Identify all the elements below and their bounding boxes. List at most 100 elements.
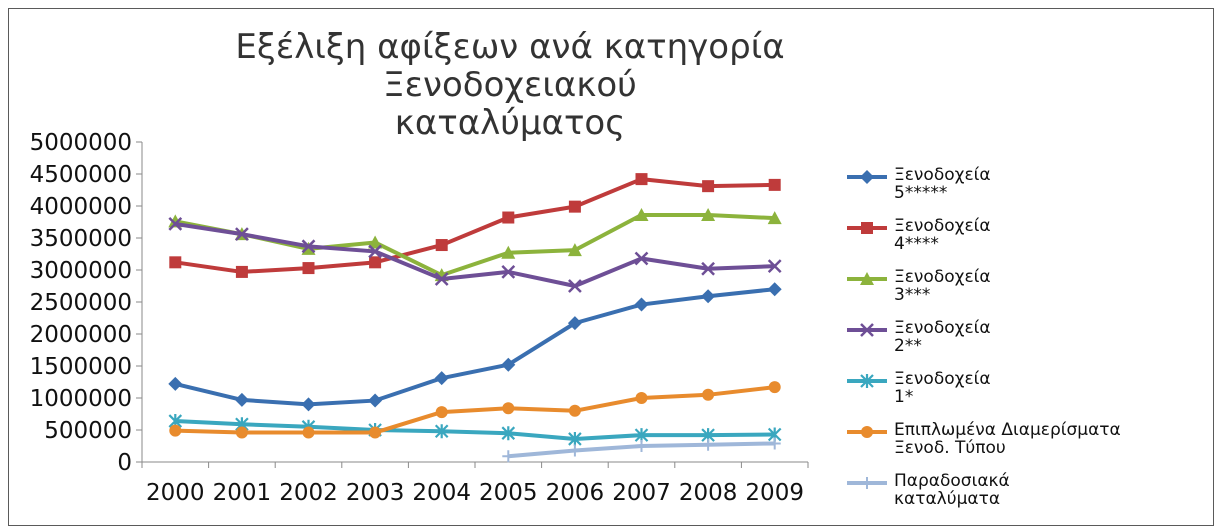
data-point <box>701 289 716 304</box>
y-tick-label: 1500000 <box>30 354 132 380</box>
data-point <box>702 438 715 451</box>
x-tick-label: 2000 <box>146 480 205 506</box>
series-line <box>175 177 775 274</box>
x-tick-label: 2001 <box>213 480 272 506</box>
data-point <box>701 207 716 221</box>
y-tick-label: 3500000 <box>30 226 132 252</box>
x-tick-label: 2008 <box>679 480 738 506</box>
chart-title-line2: καταλύματος <box>394 103 626 143</box>
chart-title-line1: Εξέλιξη αφίξεων ανά κατηγορία Ξενοδοχεια… <box>235 27 785 105</box>
x-tick-label: 2005 <box>479 480 538 506</box>
y-tick-label: 500000 <box>44 418 132 444</box>
x-tick-label: 2002 <box>279 480 338 506</box>
data-point <box>568 404 581 417</box>
data-point <box>302 426 315 439</box>
legend-label-line1: Ξενοδοχεία <box>894 216 991 236</box>
x-tick-label: 2003 <box>346 480 405 506</box>
y-tick-label: 2000000 <box>30 322 132 348</box>
legend-label-line1: Ξενοδοχεία <box>894 267 991 287</box>
y-tick-label: 4500000 <box>30 162 132 188</box>
y-tick-label: 4000000 <box>30 194 132 220</box>
y-tick-label: 1000000 <box>30 386 132 412</box>
data-point <box>767 211 782 225</box>
series-5 <box>168 414 782 446</box>
y-tick-label: 3000000 <box>30 258 132 284</box>
legend-swatch-marker <box>861 477 873 489</box>
legend-label-line2: 3*** <box>894 285 930 305</box>
data-point <box>501 357 516 372</box>
data-point <box>234 392 249 407</box>
data-point <box>702 388 715 401</box>
series-6 <box>169 381 781 439</box>
series-line <box>175 385 775 435</box>
data-point <box>302 262 315 275</box>
data-point <box>768 178 781 191</box>
y-tick-label: 2500000 <box>30 290 132 316</box>
data-point <box>301 397 316 412</box>
series-7 <box>502 437 781 463</box>
data-point <box>502 211 515 224</box>
data-point <box>635 173 648 186</box>
y-tick-label: 5000000 <box>30 130 132 156</box>
data-point <box>568 279 582 293</box>
data-point <box>368 235 383 249</box>
data-point <box>169 256 182 269</box>
series-2 <box>169 173 781 278</box>
legend-label-line1: Ξενοδοχεία <box>894 318 991 338</box>
data-point <box>501 426 516 441</box>
data-point <box>235 426 248 439</box>
series-line <box>174 221 775 288</box>
data-point <box>567 243 582 257</box>
data-point <box>502 402 515 415</box>
x-tick-label: 2007 <box>612 480 671 506</box>
data-point <box>634 428 649 443</box>
data-point <box>501 265 516 279</box>
data-point <box>369 256 382 269</box>
data-point <box>368 393 383 408</box>
data-point <box>301 241 316 255</box>
data-point <box>168 376 183 391</box>
legend-label-line1: Ξενοδοχεία <box>894 369 991 389</box>
x-tick-label: 2006 <box>546 480 605 506</box>
data-point <box>568 431 582 446</box>
data-point <box>568 444 581 457</box>
data-point <box>235 227 249 242</box>
data-point <box>634 207 649 221</box>
data-point <box>434 424 449 439</box>
data-point <box>768 437 781 450</box>
data-point <box>768 381 781 394</box>
data-point <box>701 261 715 276</box>
data-point <box>434 272 449 286</box>
chart-title: Εξέλιξη αφίξεων ανά κατηγορία Ξενοδοχεια… <box>130 28 890 142</box>
series-line <box>175 419 775 441</box>
data-point <box>501 245 516 259</box>
legend-label-line1: Παραδοσιακά <box>894 471 1010 491</box>
data-point <box>235 265 248 278</box>
data-point <box>368 244 382 259</box>
legend-swatch-marker <box>860 272 874 285</box>
legend-label-line2: 5***** <box>894 183 947 203</box>
data-point <box>435 406 448 419</box>
legend-label-line1: Ξενοδοχεία <box>894 165 991 185</box>
data-point <box>767 282 782 297</box>
legend-label-line2: 4**** <box>894 234 939 254</box>
x-tick-label: 2009 <box>745 480 804 506</box>
data-point <box>702 180 715 193</box>
legend-swatch-marker <box>860 323 874 337</box>
data-point <box>634 297 649 312</box>
data-point <box>567 316 582 331</box>
legend-swatch-marker <box>861 426 873 438</box>
legend-swatch-marker <box>861 222 873 234</box>
series-4 <box>168 217 782 293</box>
data-point <box>169 424 182 437</box>
data-point <box>767 259 782 274</box>
legend-label-line2: 2** <box>894 336 922 356</box>
data-point <box>434 371 449 386</box>
legend-swatch-marker <box>860 170 874 184</box>
